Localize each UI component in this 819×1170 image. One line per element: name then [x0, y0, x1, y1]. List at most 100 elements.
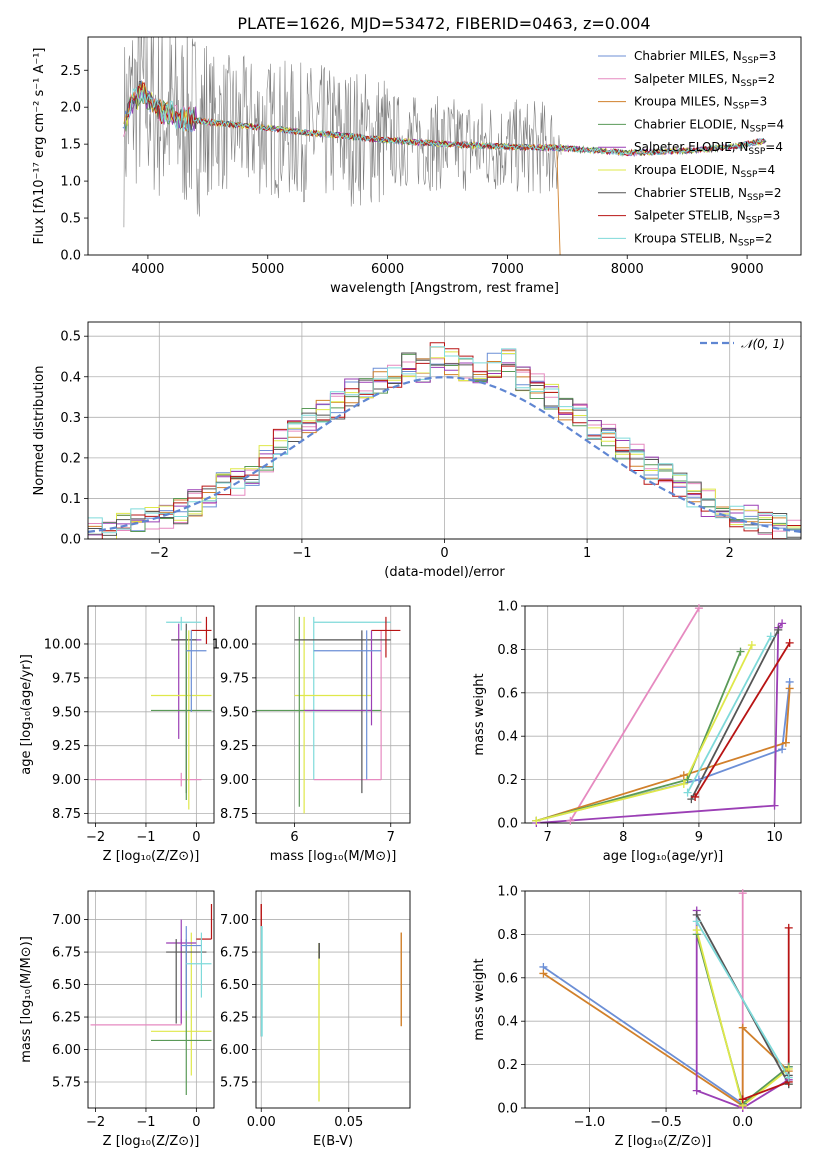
weight-marker — [679, 771, 688, 780]
weight-marker — [770, 801, 779, 810]
axes-frame — [87, 36, 802, 256]
axes-frame — [87, 890, 215, 1109]
figure-title: PLATE=1626, MJD=53472, FIBERID=0463, z=0… — [237, 14, 650, 33]
weight-line-8 — [686, 635, 772, 794]
weight-marker — [784, 923, 793, 932]
x-tick-label: 0 — [440, 546, 448, 561]
y-tick-label: 9.50 — [52, 705, 81, 720]
panel-mass-vs-Z: −2 −1 0 5.75 6.00 6.25 6.50 6.75 7.00 Z [log₁₀(Z/… — [19, 890, 215, 1149]
histogram-step-6 — [88, 352, 801, 538]
x-tick-label: −1 — [292, 546, 311, 561]
histogram-step-8 — [88, 346, 801, 539]
y-tick-label: 2.5 — [60, 64, 81, 79]
x-tick-label: 4000 — [131, 262, 164, 277]
plot-area — [260, 903, 402, 1102]
x-tick-label: 6 — [290, 830, 298, 845]
x-tick-label: 0 — [192, 1115, 200, 1130]
legend-label: Kroupa STELIB, NSSP=2 — [634, 231, 772, 248]
y-tick-label: 9.00 — [52, 773, 81, 788]
y-tick-label: 7.00 — [52, 913, 81, 928]
weight-line-4 — [695, 910, 790, 1108]
x-tick-label: −2 — [86, 1115, 105, 1130]
y-tick-label: 1.5 — [60, 138, 81, 153]
panel-spectrum: 4000 5000 6000 7000 8000 9000 0.0 0.5 1.0 1.5 2.0 2… — [32, 36, 802, 296]
x-tick-label: 7 — [387, 830, 395, 845]
axes-frame — [524, 890, 802, 1109]
x-tick-label: 1 — [583, 546, 591, 561]
x-axis-label: mass [log₁₀(M/M⊙)] — [270, 849, 397, 864]
x-axis-label: (data-model)/error — [384, 565, 505, 580]
weight-marker — [683, 788, 692, 797]
axes-frame — [255, 605, 411, 824]
weight-line-2 — [536, 688, 791, 822]
legend-label: 𝒩(0, 1) — [741, 337, 785, 351]
gaussian-curve — [88, 376, 801, 533]
weight-line-1 — [569, 607, 700, 822]
x-axis-label: Z [log₁₀(Z/Z⊙)] — [615, 1134, 712, 1149]
x-axis-label: wavelength [Angstrom, rest frame] — [330, 281, 559, 296]
weight-line-4 — [536, 622, 783, 823]
panel-weight-vs-Z: −1.0 −0.5 0.0 0.0 0.2 0.4 0.6 0.8 1.0 Z [log₁₀(Z/… — [472, 885, 802, 1149]
y-tick-label: 9.00 — [220, 773, 249, 788]
x-tick-label: −2 — [86, 830, 105, 845]
y-axis-label: mass weight — [472, 673, 487, 755]
weight-line-8 — [695, 920, 790, 1079]
weight-line-7 — [694, 642, 791, 798]
y-tick-label: 5.75 — [220, 1076, 249, 1091]
plot-area — [536, 607, 791, 823]
panel-age-vs-mass: 6 7 8.75 9.00 9.25 9.50 9.75 10.00 mass [log₁₀(M… — [212, 605, 411, 864]
x-axis-label: Z [log₁₀(Z/Z⊙)] — [103, 1134, 200, 1149]
weight-line-0 — [536, 681, 791, 822]
x-axis-label: age [log₁₀(age/yr)] — [603, 849, 724, 864]
plot-area — [90, 903, 213, 1096]
y-tick-label: 0.3 — [60, 411, 81, 426]
y-tick-label: 6.25 — [220, 1011, 249, 1026]
weight-marker — [532, 816, 541, 825]
weight-line-2 — [542, 972, 790, 1108]
weight-marker — [736, 647, 745, 656]
weight-marker — [778, 619, 787, 628]
axes-frame — [524, 605, 802, 824]
weight-marker — [539, 969, 548, 978]
axes-frame — [255, 890, 411, 1109]
y-tick-label: 0.2 — [497, 773, 518, 788]
x-tick-label: 0.0 — [732, 1115, 753, 1130]
data-spectrum — [123, 37, 562, 228]
y-axis-label: age [log₁₀(age/yr)] — [19, 654, 34, 775]
weight-line-6 — [690, 629, 780, 800]
axes-frame — [87, 321, 802, 540]
x-axis-label: E(B-V) — [313, 1134, 353, 1149]
weight-marker — [694, 775, 703, 784]
weight-marker — [747, 641, 756, 650]
weight-marker — [683, 775, 692, 784]
weight-marker — [738, 1095, 747, 1104]
legend-label: Salpeter STELIB, NSSP=3 — [634, 209, 780, 226]
x-tick-label: −1 — [136, 1115, 155, 1130]
y-tick-label: 7.00 — [220, 913, 249, 928]
x-tick-label: 9000 — [731, 262, 764, 277]
plot-area — [90, 616, 212, 810]
y-tick-label: 0.6 — [497, 971, 518, 986]
y-axis-label: mass [log₁₀(M/M⊙)] — [19, 936, 34, 1063]
x-tick-label: −1.0 — [574, 1115, 606, 1130]
y-tick-label: 0.2 — [60, 451, 81, 466]
x-tick-label: 8 — [619, 830, 627, 845]
x-tick-label: −1 — [136, 830, 155, 845]
weight-marker — [778, 745, 787, 754]
y-tick-label: 6.25 — [52, 1011, 81, 1026]
y-tick-label: 0.5 — [60, 212, 81, 227]
x-tick-label: 2 — [726, 546, 734, 561]
weight-marker — [692, 926, 701, 935]
model-spectrum-7 — [126, 82, 765, 157]
y-tick-label: 2.0 — [60, 101, 81, 116]
panel-residual-histogram: −2 −1 0 1 2 0.0 0.1 0.2 0.3 0.4 0.5 (data-model)/er… — [32, 321, 802, 580]
x-tick-label: 0 — [192, 830, 200, 845]
x-tick-label: 5000 — [251, 262, 284, 277]
panel-weight-vs-age: 7 8 9 10 0.0 0.2 0.4 0.6 0.8 1.0 age [log₁₀(age/yr… — [472, 600, 802, 864]
weight-marker — [692, 1086, 701, 1095]
legend-label: Salpeter MILES, NSSP=2 — [634, 72, 775, 89]
weight-marker — [691, 792, 700, 801]
legend-label: Salpeter ELODIE, NSSP=4 — [634, 140, 783, 157]
x-tick-label: 7 — [544, 830, 552, 845]
